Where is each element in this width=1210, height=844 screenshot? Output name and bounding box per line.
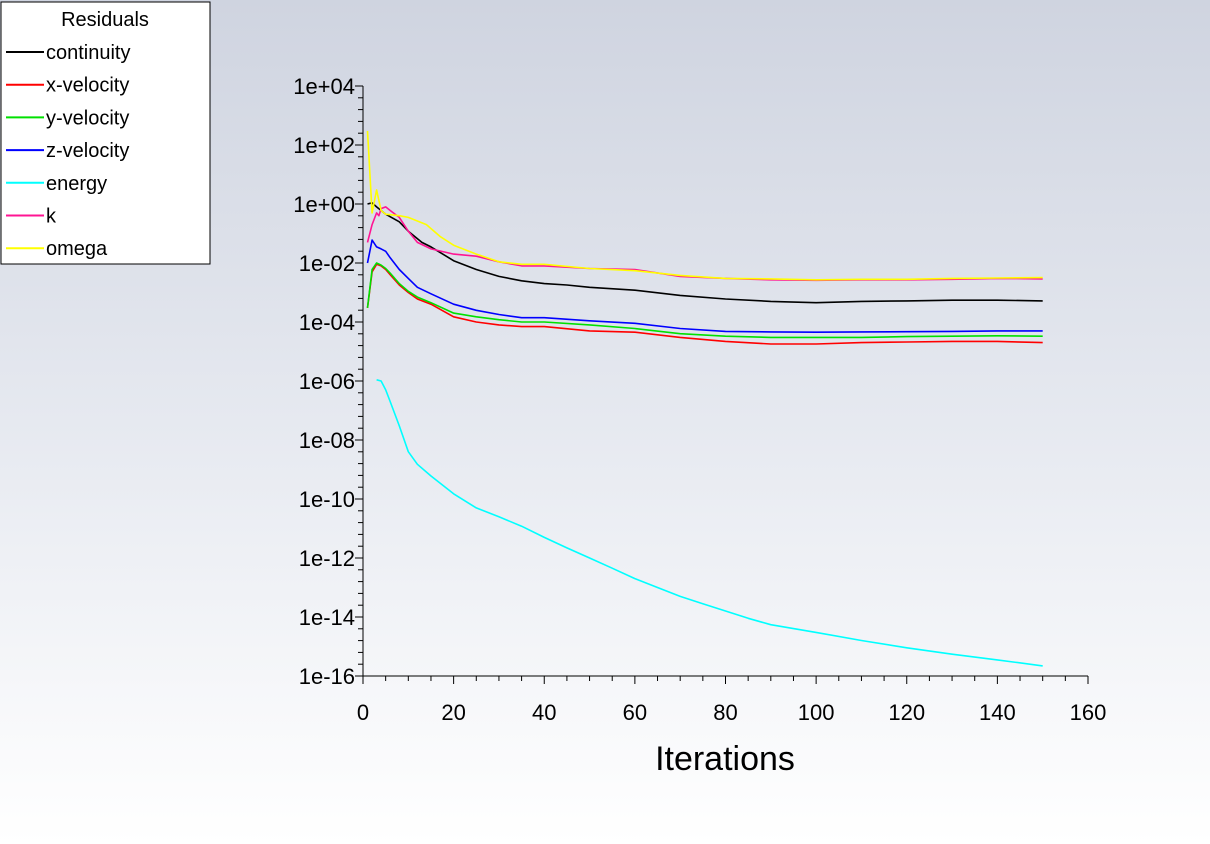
series-line-continuity xyxy=(367,202,1043,304)
x-tick-label: 100 xyxy=(798,700,835,725)
x-tick-label: 140 xyxy=(979,700,1016,725)
series-line-z-velocity xyxy=(366,239,1043,334)
legend-label-continuity: continuity xyxy=(46,42,131,64)
legend-label-z-velocity: z-velocity xyxy=(46,140,129,162)
legend-items: continuity x-velocity y-velocity z-velocity… xyxy=(6,42,131,260)
x-tick-label: 60 xyxy=(623,700,647,725)
y-tick-label: 1e-08 xyxy=(299,428,355,453)
legend-title: Residuals xyxy=(61,9,149,31)
y-tick-label: 1e-06 xyxy=(299,369,355,394)
series-line-energy xyxy=(376,379,1043,667)
x-tick-label: 20 xyxy=(441,700,465,725)
y-tick-label: 1e-04 xyxy=(299,310,355,335)
y-tick-label: 1e+04 xyxy=(293,74,355,99)
x-tick-label: 120 xyxy=(888,700,925,725)
x-axis-label: Iterations xyxy=(655,740,795,778)
axes xyxy=(362,86,1088,677)
series-line-y-velocity xyxy=(366,262,1043,339)
legend-label-k: k xyxy=(46,206,57,228)
series-line-omega xyxy=(366,130,1043,281)
x-tick-label: 160 xyxy=(1070,700,1107,725)
series-lines xyxy=(366,130,1043,667)
x-axis-ticks: 0 20 40 60 80 100 120 140 160 xyxy=(357,676,1106,725)
x-tick-label: 40 xyxy=(532,700,556,725)
legend-label-energy: energy xyxy=(46,173,107,195)
legend-label-y-velocity: y-velocity xyxy=(46,107,129,129)
y-tick-label: 1e-12 xyxy=(299,546,355,571)
y-tick-label: 1e-14 xyxy=(299,605,355,630)
series-line-k xyxy=(366,206,1043,282)
y-tick-label: 1e-16 xyxy=(299,664,355,689)
x-tick-label: 80 xyxy=(713,700,737,725)
y-tick-label: 1e-10 xyxy=(299,487,355,512)
y-tick-label: 1e+02 xyxy=(293,133,355,158)
y-tick-label: 1e-02 xyxy=(299,251,355,276)
y-axis-ticks: 1e-16 1e-14 1e-12 1e-10 1e-08 1e-06 1e-04 1e-02… xyxy=(293,74,363,689)
legend-label-x-velocity: x-velocity xyxy=(46,75,129,97)
legend: Residuals continuity x-velocity y-velocity… xyxy=(0,1,211,265)
x-tick-label: 0 xyxy=(357,700,369,725)
y-tick-label: 1e+00 xyxy=(293,192,355,217)
legend-box xyxy=(0,1,211,265)
legend-label-omega: omega xyxy=(46,238,108,260)
